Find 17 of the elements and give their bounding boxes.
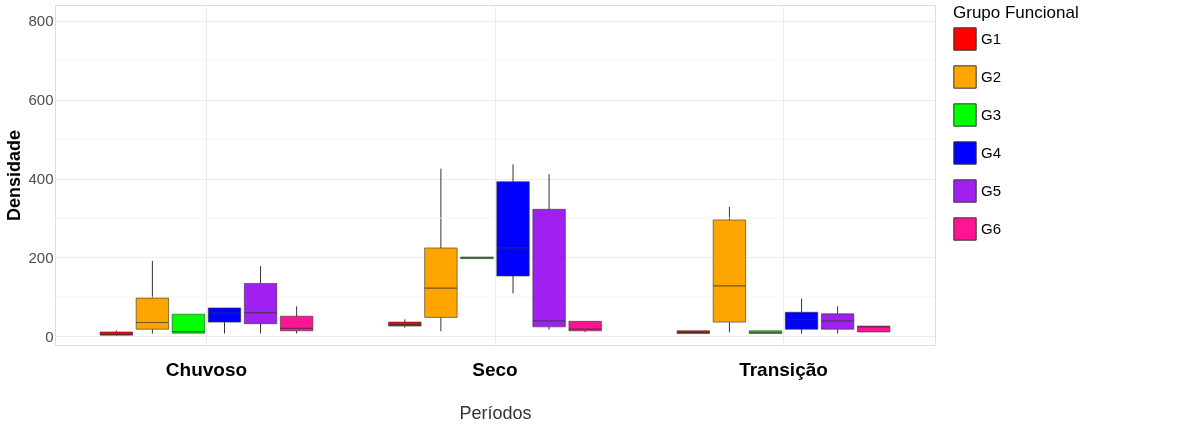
- legend-label: G1: [981, 30, 1002, 47]
- legend-label: G6: [981, 220, 1002, 237]
- x-tick-label: Seco: [472, 358, 518, 380]
- x-tick-label: Chuvoso: [165, 358, 248, 380]
- legend-label: G3: [981, 106, 1002, 123]
- legend-label: G5: [981, 182, 1002, 199]
- x-axis-title: Períodos: [459, 402, 532, 423]
- y-tick-label: 600: [28, 91, 54, 109]
- y-tick-label: 200: [28, 248, 54, 266]
- legend-label: G2: [981, 68, 1002, 85]
- y-tick-label: 800: [28, 12, 54, 30]
- legend-label: G4: [981, 144, 1002, 161]
- legend-title: Grupo Funcional: [953, 3, 1079, 22]
- x-tick-label: Transição: [739, 358, 828, 380]
- y-axis-title: Densidade: [4, 129, 25, 222]
- y-tick-label: 0: [45, 327, 54, 345]
- y-tick-label: 400: [28, 170, 54, 188]
